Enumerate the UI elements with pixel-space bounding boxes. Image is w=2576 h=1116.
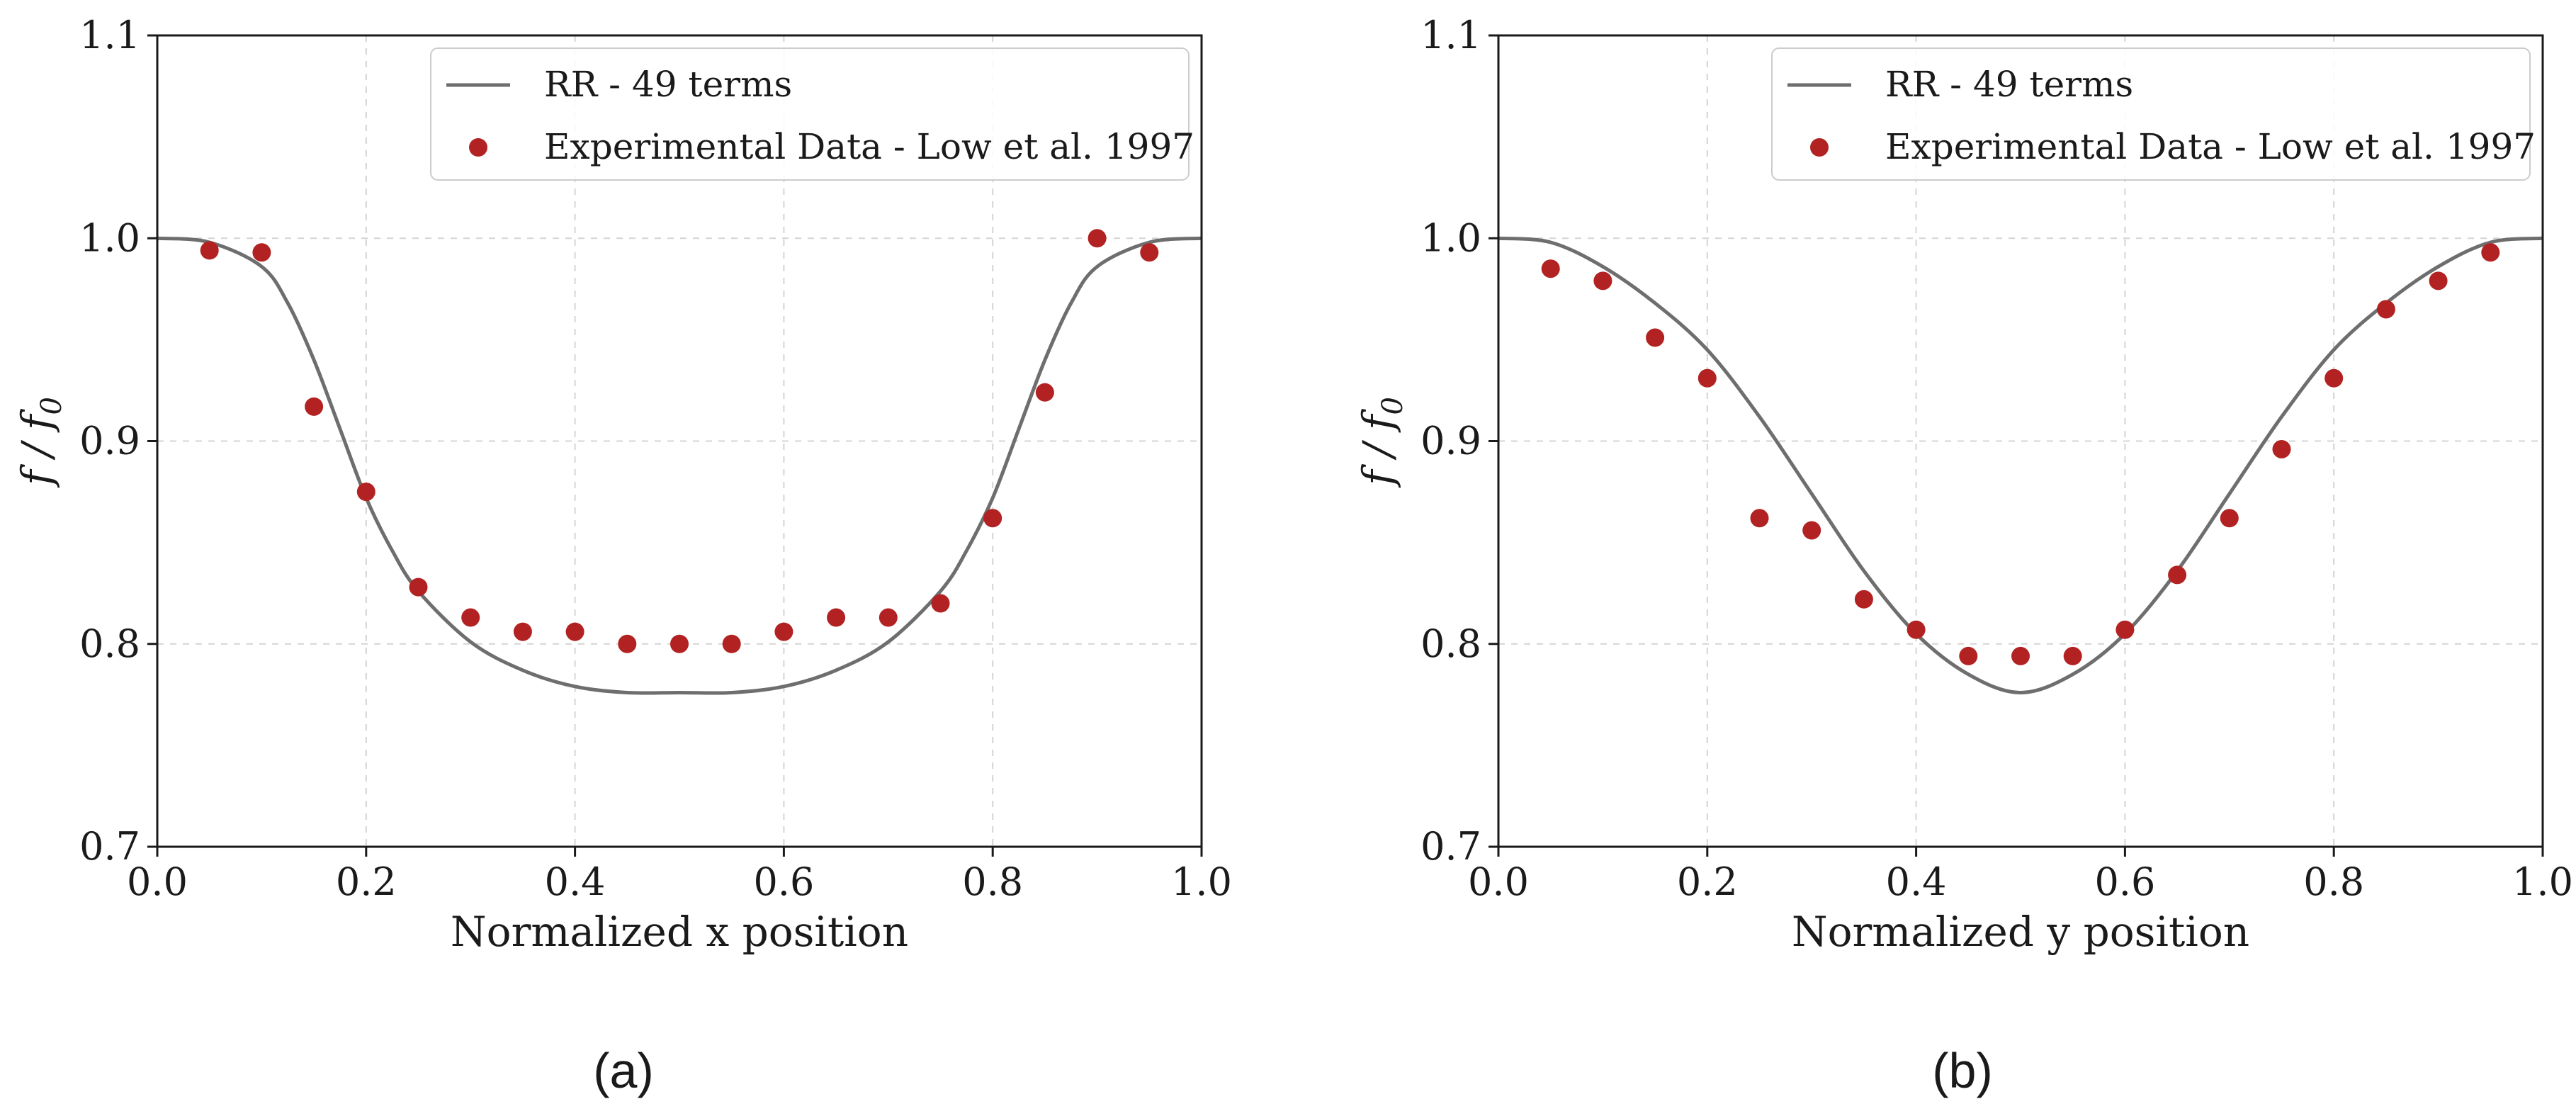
y-tick-label: 1.0	[1420, 215, 1481, 260]
data-point-experimental	[827, 608, 846, 627]
data-point-experimental	[2324, 368, 2344, 388]
x-tick-label: 0.4	[1886, 859, 1947, 904]
y-axis-label-subscript: 0	[1377, 397, 1409, 415]
y-tick-label: 1.0	[79, 215, 140, 260]
legend-marker-swatch	[469, 138, 487, 157]
x-tick-label: 0.2	[336, 859, 397, 904]
data-point-experimental	[983, 509, 1002, 528]
data-point-experimental	[2168, 565, 2187, 585]
data-point-experimental	[931, 594, 950, 613]
y-tick-label: 0.7	[79, 824, 140, 869]
legend-label-experimental: Experimental Data - Low et al. 1997	[544, 126, 1194, 167]
y-tick-label: 0.9	[79, 419, 140, 463]
x-axis-label: Normalized y position	[1792, 908, 2249, 956]
data-point-experimental	[1646, 328, 1665, 347]
panel-caption: (b)	[1932, 1043, 1993, 1098]
data-point-experimental	[1088, 229, 1107, 248]
y-axis-label-subscript: 0	[35, 397, 68, 415]
data-point-experimental	[1906, 620, 1926, 639]
legend-marker-swatch	[1810, 138, 1829, 157]
data-point-experimental	[513, 622, 532, 641]
x-tick-label: 0.0	[127, 859, 188, 904]
legend-box	[1771, 47, 2531, 181]
data-point-experimental	[2011, 646, 2030, 665]
data-point-experimental	[409, 577, 428, 597]
legend-label-rr: RR - 49 terms	[1885, 64, 2133, 105]
data-point-experimental	[879, 608, 898, 627]
series-line-rr	[1498, 236, 2543, 694]
data-point-experimental	[461, 608, 480, 627]
data-point-experimental	[2429, 271, 2448, 291]
y-tick-label: 0.9	[1420, 419, 1481, 463]
data-point-experimental	[670, 634, 689, 653]
y-axis-label-main: f / f	[13, 408, 61, 488]
data-point-experimental	[356, 483, 375, 502]
x-tick-label: 1.0	[1171, 859, 1232, 904]
data-point-experimental	[2220, 509, 2239, 528]
data-point-experimental	[774, 622, 793, 641]
data-point-experimental	[1959, 646, 1978, 665]
x-tick-label: 1.0	[2512, 859, 2573, 904]
data-point-experimental	[2481, 243, 2500, 262]
y-axis-label: f / f0	[1354, 397, 1409, 488]
y-axis-label-main: f / f	[1354, 408, 1402, 488]
y-tick-label: 0.8	[1420, 621, 1481, 666]
data-point-experimental	[2115, 620, 2135, 639]
x-tick-label: 0.8	[2303, 859, 2364, 904]
data-point-experimental	[1802, 521, 1821, 540]
panel-caption: (a)	[593, 1043, 654, 1098]
data-point-experimental	[1750, 509, 1769, 528]
legend-label-rr: RR - 49 terms	[544, 64, 792, 105]
data-point-experimental	[200, 241, 219, 260]
y-axis-label: f / f0	[13, 397, 68, 488]
x-tick-label: 0.6	[2094, 859, 2155, 904]
x-tick-label: 0.2	[1677, 859, 1738, 904]
y-tick-label: 0.7	[1420, 824, 1481, 869]
chart-panel-b: 0.0 0.2 0.4 0.6 0.8 1.0 0.7 0.8 0.9 1.0 1.1 Normali…	[1354, 13, 2573, 1098]
data-point-experimental	[1035, 383, 1054, 402]
data-point-experimental	[305, 397, 324, 416]
x-tick-label: 0.4	[545, 859, 606, 904]
data-point-experimental	[2063, 646, 2082, 665]
data-point-experimental	[722, 634, 741, 653]
data-point-experimental	[618, 634, 637, 653]
x-tick-label: 0.6	[753, 859, 814, 904]
data-point-experimental	[252, 243, 271, 262]
data-point-experimental	[1854, 590, 1873, 609]
legend-box	[430, 47, 1190, 181]
series-line-rr	[157, 236, 1202, 695]
data-point-experimental	[1697, 368, 1717, 388]
data-point-experimental	[2376, 300, 2395, 319]
legend: RR - 49 terms Experimental Data - Low et …	[1771, 47, 2536, 181]
data-point-experimental	[565, 622, 584, 641]
legend-label-experimental: Experimental Data - Low et al. 1997	[1885, 126, 2536, 167]
data-point-experimental	[1541, 259, 1560, 278]
y-tick-label: 1.1	[79, 13, 140, 57]
data-point-experimental	[2272, 439, 2291, 458]
data-point-experimental	[1593, 271, 1612, 291]
data-point-experimental	[1140, 243, 1159, 262]
x-tick-label: 0.0	[1468, 859, 1529, 904]
y-tick-label: 1.1	[1420, 13, 1481, 57]
x-tick-label: 0.8	[962, 859, 1023, 904]
x-axis-label: Normalized x position	[451, 908, 908, 956]
chart-panel-a: 0.0 0.2 0.4 0.6 0.8 1.0 0.7 0.8 0.9 1.0 1.1 Normali…	[13, 13, 1232, 1098]
legend: RR - 49 terms Experimental Data - Low et …	[430, 47, 1194, 181]
y-tick-label: 0.8	[79, 621, 140, 666]
